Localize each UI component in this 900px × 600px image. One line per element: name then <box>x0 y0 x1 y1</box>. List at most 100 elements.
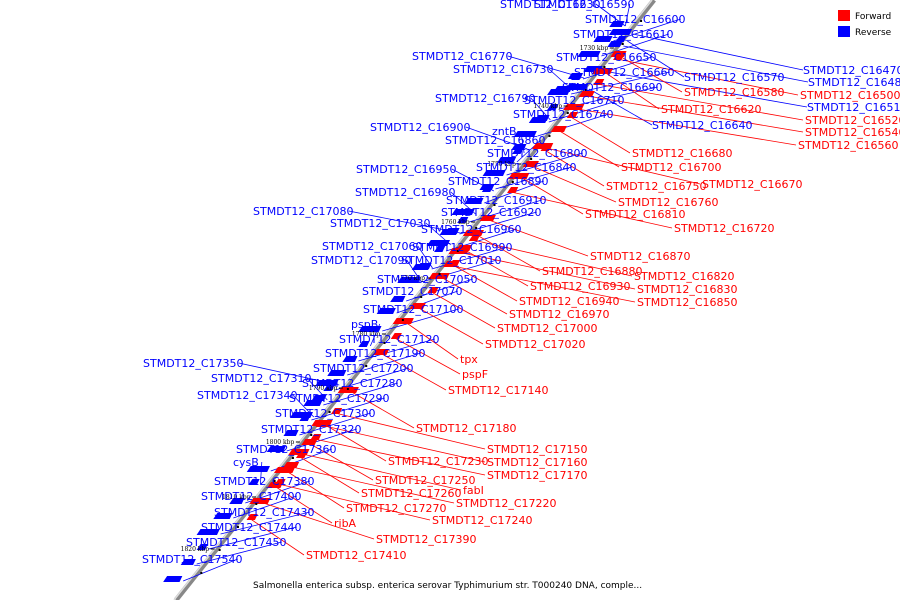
gene-label-stmdt12_c16650[interactable]: STMDT12_C16650 <box>556 51 657 64</box>
gene-label-stmdt12_c16480[interactable]: STMDT12_C16480 <box>808 76 900 89</box>
gene-label-stmdt12_c16590[interactable]: STMDT12_C16590 <box>534 0 635 11</box>
gene-label-stmdt12_c17250[interactable]: STMDT12_C17250 <box>375 474 476 487</box>
gene-label-stmdt12_c17160[interactable]: STMDT12_C17160 <box>487 456 588 469</box>
gene-label-stmdt12_c16820[interactable]: STMDT12_C16820 <box>634 270 735 283</box>
gene-block-stmdt12_c16580[interactable] <box>610 51 627 57</box>
gene-label-stmdt12_c17010[interactable]: STMDT12_C17010 <box>401 254 502 267</box>
gene-label-stmdt12_c16890[interactable]: STMDT12_C16890 <box>448 175 549 188</box>
gene-label-stmdt12_c17000[interactable]: STMDT12_C17000 <box>497 322 598 335</box>
gene-block-stmdt12_c17010[interactable] <box>409 277 421 283</box>
gene-block-stmdt12_c16920[interactable] <box>439 229 459 235</box>
gene-label-stmdt12_c16790[interactable]: STMDT12_C16790 <box>435 92 536 105</box>
gene-block-stmdt12_c16810[interactable] <box>508 173 530 179</box>
gene-block-stmdt12_c17140[interactable] <box>372 349 390 355</box>
gene-block-stmdt12_c17320[interactable] <box>266 446 286 452</box>
gene-block-stmdt12_c17020[interactable] <box>409 303 426 309</box>
gene-label-stmdt12_c17120[interactable]: STMDT12_C17120 <box>339 333 440 346</box>
gene-block-stmdt12_c16610[interactable] <box>577 51 601 57</box>
gene-label-stmdt12_c16690[interactable]: STMDT12_C16690 <box>562 81 663 94</box>
gene-label-stmdt12_c16940[interactable]: STMDT12_C16940 <box>519 295 620 308</box>
gene-block-stmdt12_c17410[interactable] <box>246 514 258 520</box>
gene-label-tpx[interactable]: tpx <box>460 353 478 366</box>
gene-label-stmdt12_c16560[interactable]: STMDT12_C16560 <box>798 139 899 152</box>
gene-label-cysb[interactable]: cysB <box>233 456 259 469</box>
gene-block-stmdt12_c16900[interactable] <box>511 144 527 150</box>
gene-block-stmdt12_c16600[interactable] <box>593 36 613 42</box>
gene-label-stmdt12_c16930[interactable]: STMDT12_C16930 <box>530 280 631 293</box>
gene-label-stmdt12_c17180[interactable]: STMDT12_C17180 <box>416 422 517 435</box>
gene-label-stmdt12_c17080[interactable]: STMDT12_C17080 <box>253 205 354 218</box>
gene-label-stmdt12_c16680[interactable]: STMDT12_C16680 <box>632 147 733 160</box>
gene-label-stmdt12_c17060[interactable]: STMDT12_C17060 <box>322 240 423 253</box>
gene-label-stmdt12_c16870[interactable]: STMDT12_C16870 <box>590 250 691 263</box>
gene-label-stmdt12_c16500[interactable]: STMDT12_C16500 <box>800 89 900 102</box>
gene-label-stmdt12_c16660[interactable]: STMDT12_C16660 <box>574 66 675 79</box>
gene-label-stmdt12_c17410[interactable]: STMDT12_C17410 <box>306 549 407 562</box>
gene-block-stmdt12_c17350[interactable] <box>315 380 339 386</box>
gene-label-stmdt12_c17340[interactable]: STMDT12_C17340 <box>197 389 298 402</box>
gene-label-stmdt12_c17540[interactable]: STMDT12_C17540 <box>142 553 243 566</box>
gene-block-stmdt12_c17000[interactable] <box>427 287 439 293</box>
gene-block-stmdt12_c16880[interactable] <box>462 230 484 236</box>
gene-label-stmdt12_c17350[interactable]: STMDT12_C17350 <box>143 357 244 370</box>
gene-block-stmdt12_c17290[interactable] <box>299 415 311 421</box>
gene-block-stmdt12_c16470[interactable] <box>608 29 633 35</box>
gene-label-stmdt12_c16510[interactable]: STMDT12_C16510 <box>807 101 900 114</box>
gene-label-stmdt12_c17100[interactable]: STMDT12_C17100 <box>363 303 464 316</box>
gene-block-stmdt12_c17250[interactable] <box>301 439 318 445</box>
gene-block-stmdt12_c17390[interactable] <box>249 498 271 504</box>
gene-label-stmdt12_c16470[interactable]: STMDT12_C16470 <box>803 64 900 77</box>
gene-label-fabi[interactable]: fabI <box>463 484 484 497</box>
gene-label-stmdt12_c16740[interactable]: STMDT12_C16740 <box>513 108 614 121</box>
gene-label-stmdt12_c16720[interactable]: STMDT12_C16720 <box>674 222 775 235</box>
gene-label-riba[interactable]: ribA <box>334 517 357 530</box>
gene-label-stmdt12_c16600[interactable]: STMDT12_C16600 <box>585 13 686 26</box>
gene-label-stmdt12_c17430[interactable]: STMDT12_C17430 <box>214 506 315 519</box>
gene-label-stmdt12_c17360[interactable]: STMDT12_C17360 <box>236 443 337 456</box>
gene-block-stmdt12_c17170[interactable] <box>310 434 322 440</box>
gene-label-stmdt12_c16880[interactable]: STMDT12_C16880 <box>542 265 643 278</box>
gene-block-cysb[interactable] <box>248 479 260 485</box>
gene-label-stmdt12_c16630[interactable]: STMDT12_C16630 <box>500 0 601 11</box>
gene-block-stmdt12_c16680[interactable] <box>566 112 578 118</box>
gene-block-stmdt12_c16700[interactable] <box>550 126 567 132</box>
gene-block-stmdt12_c17220[interactable] <box>282 462 300 468</box>
gene-label-stmdt12_c16700[interactable]: STMDT12_C16700 <box>621 161 722 174</box>
gene-label-stmdt12_c17070[interactable]: STMDT12_C17070 <box>362 285 463 298</box>
gene-block-stmdt12_c17540[interactable] <box>163 576 183 582</box>
gene-block-stmdt12_c16660[interactable] <box>547 89 571 95</box>
gene-label-stmdt12_c16520[interactable]: STMDT12_C16520 <box>805 114 900 127</box>
gene-block-stmdt12_c16710[interactable] <box>528 117 549 123</box>
gene-label-stmdt12_c17170[interactable]: STMDT12_C17170 <box>487 469 588 482</box>
gene-label-stmdt12_c16900[interactable]: STMDT12_C16900 <box>370 121 471 134</box>
gene-label-stmdt12_c16830[interactable]: STMDT12_C16830 <box>637 283 738 296</box>
gene-label-stmdt12_c16970[interactable]: STMDT12_C16970 <box>509 308 610 321</box>
gene-block-stmdt12_c16570[interactable] <box>615 36 627 42</box>
gene-block-stmdt12_c17150[interactable] <box>330 408 343 414</box>
gene-label-stmdt12_c17190[interactable]: STMDT12_C17190 <box>325 347 426 360</box>
gene-label-stmdt12_c17380[interactable]: STMDT12_C17380 <box>214 475 315 488</box>
gene-block-stmdt12_c16540[interactable] <box>578 91 595 97</box>
gene-block-stmdt12_c16520[interactable] <box>593 79 605 85</box>
gene-label-stmdt12_c16990[interactable]: STMDT12_C16990 <box>412 241 513 254</box>
gene-label-stmdt12_c17400[interactable]: STMDT12_C17400 <box>201 490 302 503</box>
gene-label-stmdt12_c16950[interactable]: STMDT12_C16950 <box>356 163 457 176</box>
gene-label-stmdt12_c17090[interactable]: STMDT12_C17090 <box>311 254 412 267</box>
gene-label-stmdt12_c17440[interactable]: STMDT12_C17440 <box>201 521 302 534</box>
gene-label-stmdt12_c17020[interactable]: STMDT12_C17020 <box>485 338 586 351</box>
gene-label-stmdt12_c17030[interactable]: STMDT12_C17030 <box>330 217 431 230</box>
gene-label-stmdt12_c16920[interactable]: STMDT12_C16920 <box>441 206 542 219</box>
gene-label-stmdt12_c16610[interactable]: STMDT12_C16610 <box>573 28 674 41</box>
gene-block-stmdt12_c16770[interactable] <box>567 73 584 79</box>
gene-label-stmdt12_c17300[interactable]: STMDT12_C17300 <box>275 407 376 420</box>
gene-block-stmdt12_c16870[interactable] <box>479 215 496 221</box>
gene-block-stmdt12_c16720[interactable] <box>507 187 519 193</box>
gene-label-stmdt12_c16640[interactable]: STMDT12_C16640 <box>652 119 753 132</box>
gene-label-stmdt12_c17050[interactable]: STMDT12_C17050 <box>377 273 478 286</box>
gene-block-stmdt12_c17100[interactable] <box>358 326 382 332</box>
gene-label-stmdt12_c16980[interactable]: STMDT12_C16980 <box>355 186 456 199</box>
gene-label-pspf[interactable]: pspF <box>462 368 488 381</box>
gene-block-stmdt12_c16560[interactable] <box>563 104 585 110</box>
gene-block-stmdt12_c17260[interactable] <box>295 452 308 458</box>
gene-block-stmdt12_c17030[interactable] <box>426 240 451 246</box>
